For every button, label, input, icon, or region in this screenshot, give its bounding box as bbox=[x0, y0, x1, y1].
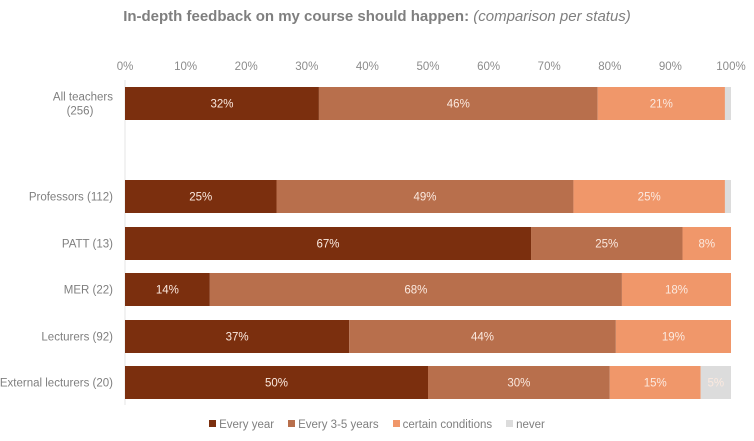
x-tick-label: 90% bbox=[659, 61, 682, 73]
data-label: 15% bbox=[644, 378, 667, 390]
data-label: 18% bbox=[665, 285, 688, 297]
x-tick-label: 40% bbox=[356, 61, 379, 73]
data-label: 30% bbox=[507, 378, 530, 390]
data-label: 68% bbox=[404, 285, 427, 297]
x-tick-label: 80% bbox=[598, 61, 621, 73]
data-label: 25% bbox=[638, 192, 661, 204]
legend-label: certain conditions bbox=[402, 419, 493, 431]
bar-segment-certain-conditions bbox=[609, 366, 701, 399]
x-tick-label: 30% bbox=[295, 61, 318, 73]
bar-segment-every-3-5-years bbox=[531, 227, 683, 260]
bar-segment-certain-conditions bbox=[573, 180, 725, 213]
category-label: All teachers (256) bbox=[53, 92, 113, 118]
category-label: PATT (13) bbox=[62, 239, 113, 251]
bar-segment-every-3-5-years bbox=[276, 180, 574, 213]
bar-segment-never bbox=[700, 366, 731, 399]
legend-item: never bbox=[506, 419, 545, 431]
data-label: 37% bbox=[226, 332, 249, 344]
x-tick-label: 0% bbox=[117, 61, 134, 73]
category-label: Professors (112) bbox=[29, 192, 113, 204]
category-label-line: (256) bbox=[67, 106, 94, 118]
chart-title-main: In-depth feedback on my course should ha… bbox=[123, 8, 470, 25]
legend-label: Every 3-5 years bbox=[298, 419, 379, 431]
bar-segment-every-year bbox=[125, 227, 532, 260]
bar-segment-certain-conditions bbox=[597, 87, 725, 120]
x-tick-label: 20% bbox=[235, 61, 258, 73]
category-label: External lecturers (20) bbox=[0, 378, 113, 390]
bar-segment-certain-conditions bbox=[682, 227, 731, 260]
x-tick-label: 100% bbox=[716, 61, 745, 73]
bar-segment-every-year bbox=[125, 320, 350, 353]
data-label: 25% bbox=[595, 239, 618, 251]
legend-item: certain conditions bbox=[392, 419, 493, 431]
data-label: 44% bbox=[471, 332, 494, 344]
legend-label: never bbox=[516, 419, 545, 431]
chart-subtitle: (comparison per status) bbox=[473, 8, 631, 25]
legend-swatch bbox=[288, 420, 296, 427]
bar-segment-every-year bbox=[125, 273, 210, 306]
data-label: 19% bbox=[662, 332, 685, 344]
data-label: 67% bbox=[316, 239, 339, 251]
bar-segment-every-3-5-years bbox=[318, 87, 598, 120]
data-label: 50% bbox=[265, 378, 288, 390]
chart-title: In-depth feedback on my course should ha… bbox=[0, 8, 754, 25]
legend-label: Every year bbox=[219, 419, 275, 431]
data-label: 49% bbox=[413, 192, 436, 204]
data-label: 5% bbox=[708, 378, 725, 390]
legend-item: Every year bbox=[209, 419, 274, 431]
data-label: 46% bbox=[447, 99, 470, 111]
legend: Every year Every 3-5 years certain conditi… bbox=[0, 419, 754, 431]
bar-segment-every-3-5-years bbox=[349, 320, 616, 353]
bar-segment-every-year bbox=[125, 366, 428, 399]
x-tick-label: 70% bbox=[538, 61, 561, 73]
data-label: 25% bbox=[189, 192, 212, 204]
x-tick-label: 10% bbox=[174, 61, 197, 73]
data-label: 14% bbox=[156, 285, 179, 297]
bar-segment-never bbox=[724, 87, 731, 120]
data-label: 32% bbox=[210, 99, 233, 111]
legend-swatch bbox=[506, 420, 514, 427]
bar-segment-certain-conditions bbox=[615, 320, 731, 353]
data-label: 8% bbox=[698, 239, 715, 251]
category-label: Lecturers (92) bbox=[41, 332, 113, 344]
category-label: MER (22) bbox=[64, 285, 113, 297]
bar-segment-every-year bbox=[125, 87, 319, 120]
bar-segment-certain-conditions bbox=[621, 273, 731, 306]
x-tick-label: 50% bbox=[416, 61, 439, 73]
bar-segment-never bbox=[724, 180, 731, 213]
legend-item: Every 3-5 years bbox=[288, 419, 379, 431]
bar-segment-every-3-5-years bbox=[209, 273, 622, 306]
legend-swatch bbox=[209, 420, 217, 427]
x-tick-label: 60% bbox=[477, 61, 500, 73]
data-label: 21% bbox=[650, 99, 673, 111]
category-label-line: All teachers bbox=[53, 92, 113, 104]
bar-segment-every-3-5-years bbox=[428, 366, 610, 399]
legend-swatch bbox=[392, 420, 400, 427]
bar-segment-every-year bbox=[125, 180, 277, 213]
